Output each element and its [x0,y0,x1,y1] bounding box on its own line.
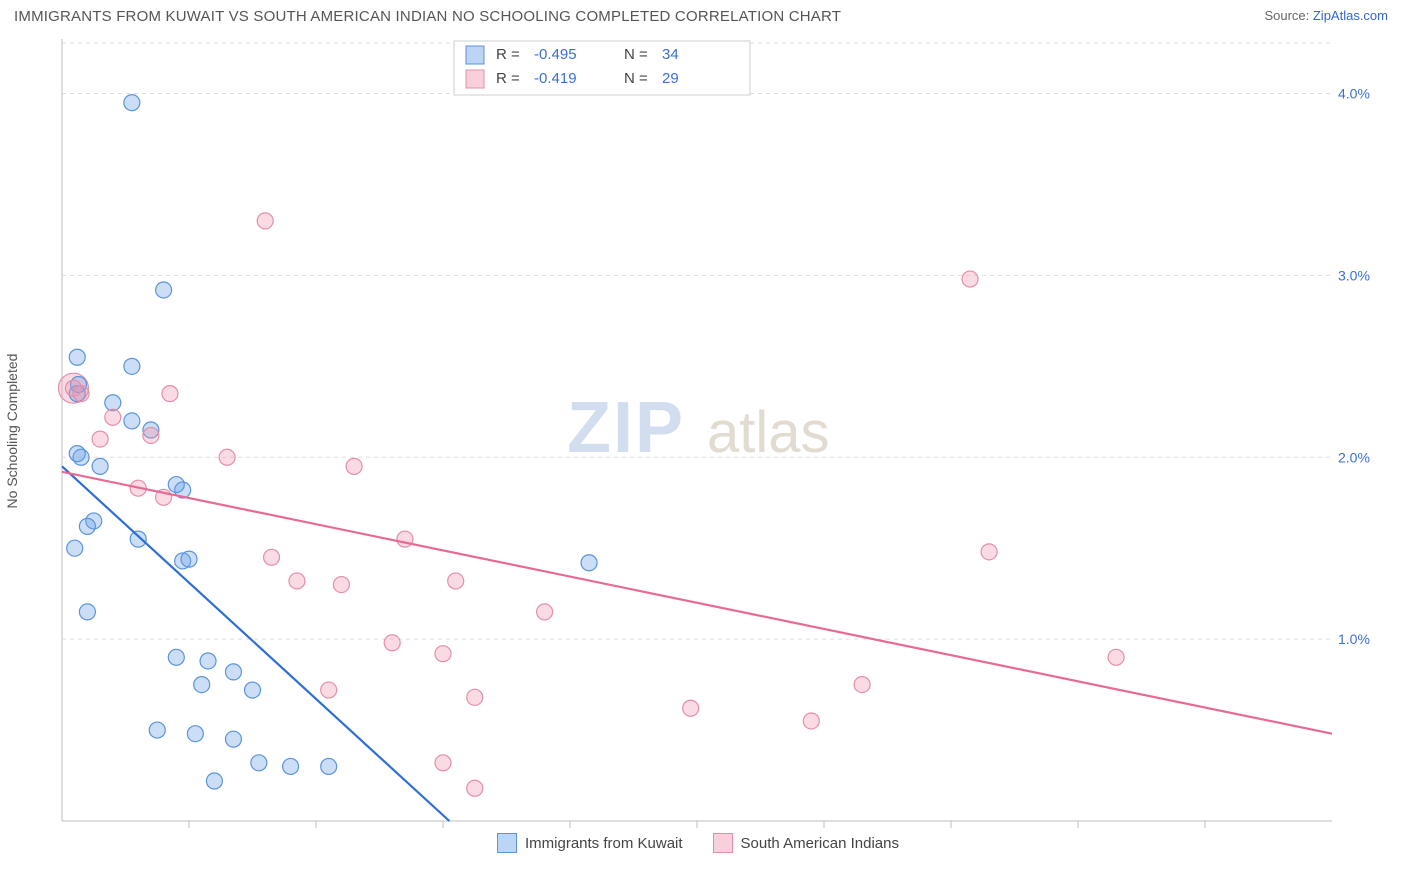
svg-text:4.0%: 4.0% [1338,86,1370,102]
svg-text:29: 29 [662,70,679,87]
chart-source: Source: ZipAtlas.com [1264,8,1388,23]
legend-item: Immigrants from Kuwait [497,833,683,853]
svg-text:N =: N = [624,70,648,87]
legend-label: Immigrants from Kuwait [525,835,683,852]
chart-title: IMMIGRANTS FROM KUWAIT VS SOUTH AMERICAN… [14,8,841,25]
legend-label: South American Indians [741,835,899,852]
source-link[interactable]: ZipAtlas.com [1313,8,1388,23]
chart-container: No Schooling Completed 1.0%2.0%3.0%4.0%0… [14,31,1388,831]
svg-text:-0.419: -0.419 [534,70,577,87]
legend-swatch [497,833,517,853]
svg-text:atlas: atlas [707,400,830,465]
svg-text:34: 34 [662,46,679,63]
svg-text:R =: R = [496,46,520,63]
svg-text:2.0%: 2.0% [1338,449,1370,465]
svg-text:1.0%: 1.0% [1338,631,1370,647]
bottom-legend: Immigrants from Kuwait South American Ind… [497,833,899,853]
legend-item: South American Indians [713,833,899,853]
source-prefix: Source: [1264,8,1312,23]
correlation-scatter-chart: 1.0%2.0%3.0%4.0%0.0%10.0%ZIPatlasR =-0.4… [14,31,1374,831]
y-axis-label: No Schooling Completed [4,354,20,509]
svg-text:3.0%: 3.0% [1338,267,1370,283]
svg-text:R =: R = [496,70,520,87]
svg-text:N =: N = [624,46,648,63]
chart-header: IMMIGRANTS FROM KUWAIT VS SOUTH AMERICAN… [0,0,1406,25]
svg-text:-0.495: -0.495 [534,46,577,63]
legend-swatch [713,833,733,853]
svg-text:ZIP: ZIP [567,388,685,468]
